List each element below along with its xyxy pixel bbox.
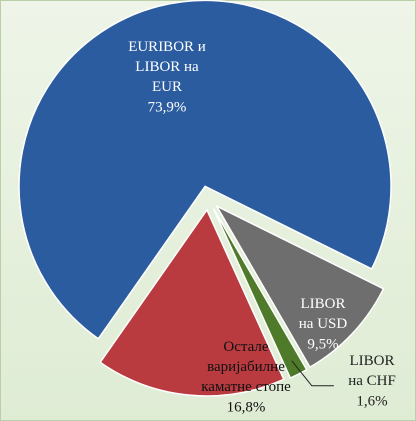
pie-slice [99, 208, 285, 397]
slice-label: LIBOR на CHF [348, 353, 396, 389]
leader-line [291, 360, 334, 387]
value-label: 9,5% [307, 336, 338, 352]
label-line: LIBOR [350, 353, 395, 369]
slice-label: LIBOR на USD [299, 296, 348, 332]
label-line: EUR [152, 79, 182, 95]
label-line: каматне стопе [201, 379, 291, 395]
value-label: 16,8% [227, 399, 266, 415]
label-line: на USD [299, 316, 348, 332]
pie-slice [18, 0, 392, 340]
value-label: 73,9% [148, 99, 187, 115]
label-line: LIBOR [301, 296, 346, 312]
label-line: варијабилне [207, 359, 285, 375]
label-line: на CHF [348, 373, 396, 389]
slice-label: Остале варијабилне каматне стопе [201, 339, 291, 395]
slice-label: EURIBOR и LIBOR на EUR [128, 39, 206, 95]
pie-slice [214, 204, 385, 369]
label-line: Остале [223, 339, 269, 355]
label-line: EURIBOR и [128, 39, 206, 55]
label-line: LIBOR на [135, 59, 199, 75]
value-label: 1,6% [356, 393, 387, 409]
pie-slice [212, 208, 308, 380]
